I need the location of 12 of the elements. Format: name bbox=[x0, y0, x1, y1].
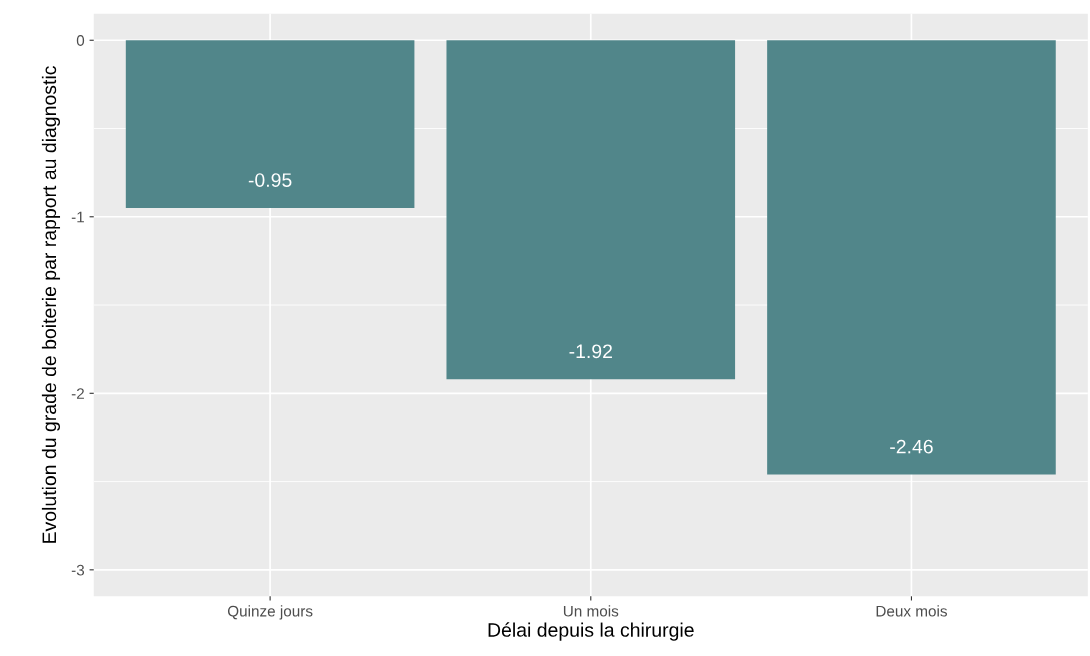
y-tick-label: -2 bbox=[71, 388, 84, 399]
data-label: -1.92 bbox=[569, 344, 612, 359]
x-tick-label: Deux mois bbox=[876, 605, 947, 617]
x-tick-label: Quinze jours bbox=[227, 605, 313, 620]
y-tick-label: -1 bbox=[71, 211, 84, 223]
y-axis-title: Evolution du grade de boiterie par rapport au diagnostic bbox=[41, 66, 61, 543]
x-tick-label: Un mois bbox=[563, 605, 619, 617]
x-axis-title: Délai depuis la chirurgie bbox=[488, 622, 694, 641]
y-tick-label: -3 bbox=[71, 564, 85, 576]
data-label: -0.95 bbox=[248, 173, 292, 187]
data-label: -2.46 bbox=[890, 439, 933, 454]
y-tick-label: 0 bbox=[76, 35, 85, 46]
